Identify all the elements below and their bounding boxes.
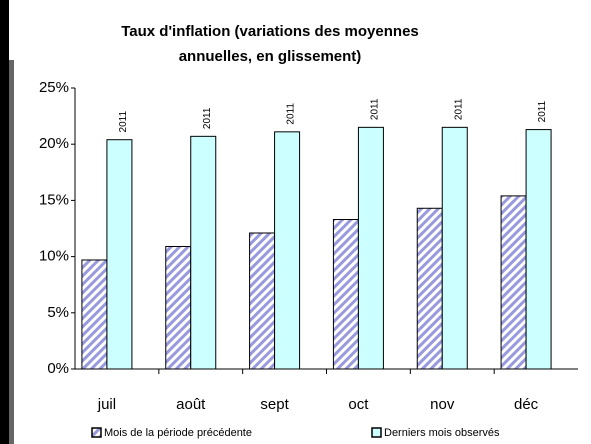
bar — [332, 219, 359, 370]
bar — [416, 207, 443, 370]
bar — [190, 135, 217, 370]
y-tick-label: 15% — [39, 191, 69, 208]
bar-annotation: 2011 — [370, 98, 381, 120]
x-tick-label: sept — [260, 396, 289, 413]
chart-title: annuelles, en glissement) — [179, 48, 362, 65]
x-tick-label: juil — [97, 396, 116, 413]
y-tick-label: 10% — [39, 248, 69, 265]
legend-swatch — [91, 427, 102, 438]
bar — [525, 129, 552, 370]
legend-label: Derniers mois observés — [384, 427, 500, 439]
bar-annotation: 2011 — [537, 100, 548, 122]
x-tick-label: nov — [430, 396, 455, 413]
x-tick-label: août — [176, 396, 206, 413]
bar — [81, 259, 108, 370]
y-tick-label: 25% — [39, 79, 69, 96]
legend-label: Mois de la période précédente — [104, 427, 252, 439]
y-tick-label: 5% — [47, 304, 69, 321]
left-shade — [9, 60, 14, 444]
bar — [249, 232, 276, 370]
x-tick-label: déc — [514, 396, 539, 413]
bar-annotation: 2011 — [202, 107, 213, 129]
bar — [274, 131, 301, 370]
bar-annotation: 2011 — [453, 98, 464, 120]
y-tick-label: 0% — [47, 360, 69, 377]
bar-annotation: 2011 — [118, 111, 129, 133]
left-border — [0, 0, 9, 444]
bar — [357, 126, 384, 370]
legend-swatch — [371, 427, 382, 438]
y-tick-label: 20% — [39, 135, 69, 152]
x-tick-label: oct — [348, 396, 369, 413]
bar — [441, 126, 468, 370]
bar — [106, 139, 133, 370]
bar — [165, 245, 192, 370]
bar-annotation: 2011 — [286, 103, 297, 125]
chart-title: Taux d'inflation (variations des moyenne… — [121, 23, 419, 40]
bar — [500, 195, 527, 370]
